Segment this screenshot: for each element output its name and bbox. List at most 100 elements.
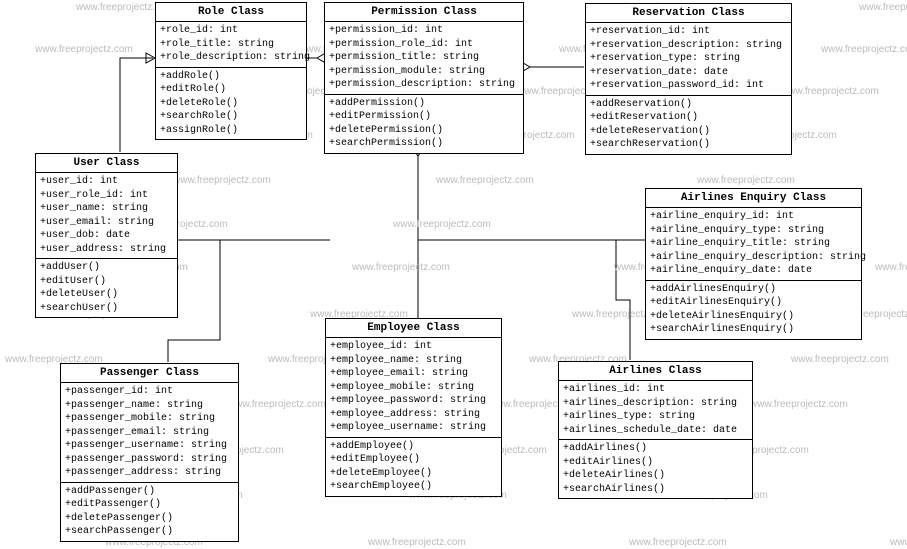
class-attribute: +employee_password: string bbox=[330, 394, 497, 408]
class-attribute: +user_dob: date bbox=[40, 229, 173, 243]
class-airlines: Airlines Class+airlines_id: int+airlines… bbox=[558, 361, 753, 499]
watermark-text: www.freeprojectz.com bbox=[781, 86, 879, 97]
class-attribute: +passenger_password: string bbox=[65, 453, 234, 467]
class-method: +editReservation() bbox=[590, 111, 787, 125]
class-methods: +addRole()+editRole()+deleteRole()+searc… bbox=[156, 68, 306, 140]
class-attributes: +user_id: int+user_role_id: int+user_nam… bbox=[36, 173, 177, 259]
watermark-text: www.freeprojectz.com bbox=[875, 262, 907, 273]
class-title: Employee Class bbox=[326, 319, 501, 338]
class-attribute: +employee_username: string bbox=[330, 421, 497, 435]
class-method: +assignRole() bbox=[160, 124, 302, 138]
class-methods: +addAirlinesEnquiry()+editAirlinesEnquir… bbox=[646, 281, 861, 339]
class-title: Role Class bbox=[156, 3, 306, 22]
class-attribute: +airlines_schedule_date: date bbox=[563, 424, 748, 438]
class-attributes: +airlines_id: int+airlines_description: … bbox=[559, 381, 752, 440]
class-attribute: +passenger_mobile: string bbox=[65, 412, 234, 426]
class-attribute: +airlines_type: string bbox=[563, 410, 748, 424]
class-user: User Class+user_id: int+user_role_id: in… bbox=[35, 153, 178, 318]
watermark-text: www.freeprojectz.com bbox=[821, 44, 907, 55]
class-methods: +addEmployee()+editEmployee()+deleteEmpl… bbox=[326, 438, 501, 496]
class-reservation: Reservation Class+reservation_id: int+re… bbox=[585, 3, 792, 155]
class-attribute: +user_email: string bbox=[40, 216, 173, 230]
class-attribute: +passenger_username: string bbox=[65, 439, 234, 453]
watermark-text: www.freeprojectz.com bbox=[368, 537, 466, 548]
class-role: Role Class+role_id: int+role_title: stri… bbox=[155, 2, 307, 140]
class-method: +deleteUser() bbox=[40, 288, 173, 302]
watermark-text: www.freeprojectz.com bbox=[697, 175, 795, 186]
class-attribute: +user_address: string bbox=[40, 243, 173, 257]
class-attribute: +airline_enquiry_type: string bbox=[650, 224, 857, 238]
class-attribute: +employee_name: string bbox=[330, 354, 497, 368]
class-attribute: +passenger_address: string bbox=[65, 466, 234, 480]
class-attribute: +role_id: int bbox=[160, 24, 302, 38]
class-attribute: +passenger_name: string bbox=[65, 399, 234, 413]
class-title: Airlines Class bbox=[559, 362, 752, 381]
class-method: +searchRole() bbox=[160, 110, 302, 124]
class-attribute: +role_title: string bbox=[160, 38, 302, 52]
class-method: +searchAirlines() bbox=[563, 483, 748, 497]
class-attributes: +permission_id: int+permission_role_id: … bbox=[325, 22, 523, 95]
class-attribute: +permission_description: string bbox=[329, 78, 519, 92]
class-method: +searchEmployee() bbox=[330, 480, 497, 494]
class-method: +addEmployee() bbox=[330, 440, 497, 454]
class-attribute: +user_id: int bbox=[40, 175, 173, 189]
class-method: +editPermission() bbox=[329, 110, 519, 124]
class-title: Reservation Class bbox=[586, 4, 791, 23]
class-methods: +addReservation()+editReservation()+dele… bbox=[586, 96, 791, 154]
class-attribute: +permission_role_id: int bbox=[329, 38, 519, 52]
class-method: +editEmployee() bbox=[330, 453, 497, 467]
class-attribute: +permission_title: string bbox=[329, 51, 519, 65]
class-attribute: +user_role_id: int bbox=[40, 189, 173, 203]
class-method: +addAirlines() bbox=[563, 442, 748, 456]
class-method: +editAirlines() bbox=[563, 456, 748, 470]
class-attribute: +reservation_id: int bbox=[590, 25, 787, 39]
class-attribute: +airline_enquiry_date: date bbox=[650, 264, 857, 278]
class-method: +editPassenger() bbox=[65, 498, 234, 512]
class-method: +deleteRole() bbox=[160, 97, 302, 111]
class-attribute: +airline_enquiry_id: int bbox=[650, 210, 857, 224]
class-attribute: +airline_enquiry_title: string bbox=[650, 237, 857, 251]
class-title: Passenger Class bbox=[61, 364, 238, 383]
class-attribute: +reservation_type: string bbox=[590, 52, 787, 66]
class-attribute: +reservation_date: date bbox=[590, 66, 787, 80]
class-method: +deleteReservation() bbox=[590, 125, 787, 139]
class-method: +searchPermission() bbox=[329, 137, 519, 151]
class-attributes: +employee_id: int+employee_name: string+… bbox=[326, 338, 501, 438]
class-attribute: +user_name: string bbox=[40, 202, 173, 216]
class-permission: Permission Class+permission_id: int+perm… bbox=[324, 2, 524, 154]
class-attributes: +airline_enquiry_id: int+airline_enquiry… bbox=[646, 208, 861, 281]
class-passenger: Passenger Class+passenger_id: int+passen… bbox=[60, 363, 239, 542]
watermark-text: www.freeprojectz.com bbox=[173, 175, 271, 186]
class-method: +addPermission() bbox=[329, 97, 519, 111]
class-method: +addAirlinesEnquiry() bbox=[650, 283, 857, 297]
watermark-text: www.freeprojectz.com bbox=[352, 262, 450, 273]
watermark-text: www.freeprojectz.com bbox=[393, 219, 491, 230]
class-attribute: +permission_id: int bbox=[329, 24, 519, 38]
class-attribute: +reservation_description: string bbox=[590, 39, 787, 53]
class-attribute: +employee_address: string bbox=[330, 408, 497, 422]
class-method: +editRole() bbox=[160, 83, 302, 97]
class-method: +addUser() bbox=[40, 261, 173, 275]
class-attributes: +passenger_id: int+passenger_name: strin… bbox=[61, 383, 238, 483]
class-method: +deletePermission() bbox=[329, 124, 519, 138]
class-title: User Class bbox=[36, 154, 177, 173]
class-method: +searchAirlinesEnquiry() bbox=[650, 323, 857, 337]
class-method: +searchUser() bbox=[40, 302, 173, 316]
class-attribute: +airlines_description: string bbox=[563, 397, 748, 411]
class-methods: +addAirlines()+editAirlines()+deleteAirl… bbox=[559, 440, 752, 498]
watermark-text: www.freeprojectz.com bbox=[890, 537, 907, 548]
class-attribute: +permission_module: string bbox=[329, 65, 519, 79]
class-title: Airlines Enquiry Class bbox=[646, 189, 861, 208]
class-attribute: +passenger_email: string bbox=[65, 426, 234, 440]
class-methods: +addPassenger()+editPassenger()+deletePa… bbox=[61, 483, 238, 541]
class-enquiry: Airlines Enquiry Class+airline_enquiry_i… bbox=[645, 188, 862, 340]
class-attributes: +reservation_id: int+reservation_descrip… bbox=[586, 23, 791, 96]
watermark-text: www.freeprojectz.com bbox=[791, 354, 889, 365]
class-method: +searchReservation() bbox=[590, 138, 787, 152]
watermark-text: www.freeprojectz.com bbox=[750, 399, 848, 410]
class-attributes: +role_id: int+role_title: string+role_de… bbox=[156, 22, 306, 68]
class-methods: +addUser()+editUser()+deleteUser()+searc… bbox=[36, 259, 177, 317]
class-method: +addRole() bbox=[160, 70, 302, 84]
class-method: +deleteAirlines() bbox=[563, 469, 748, 483]
class-method: +deletePassenger() bbox=[65, 512, 234, 526]
